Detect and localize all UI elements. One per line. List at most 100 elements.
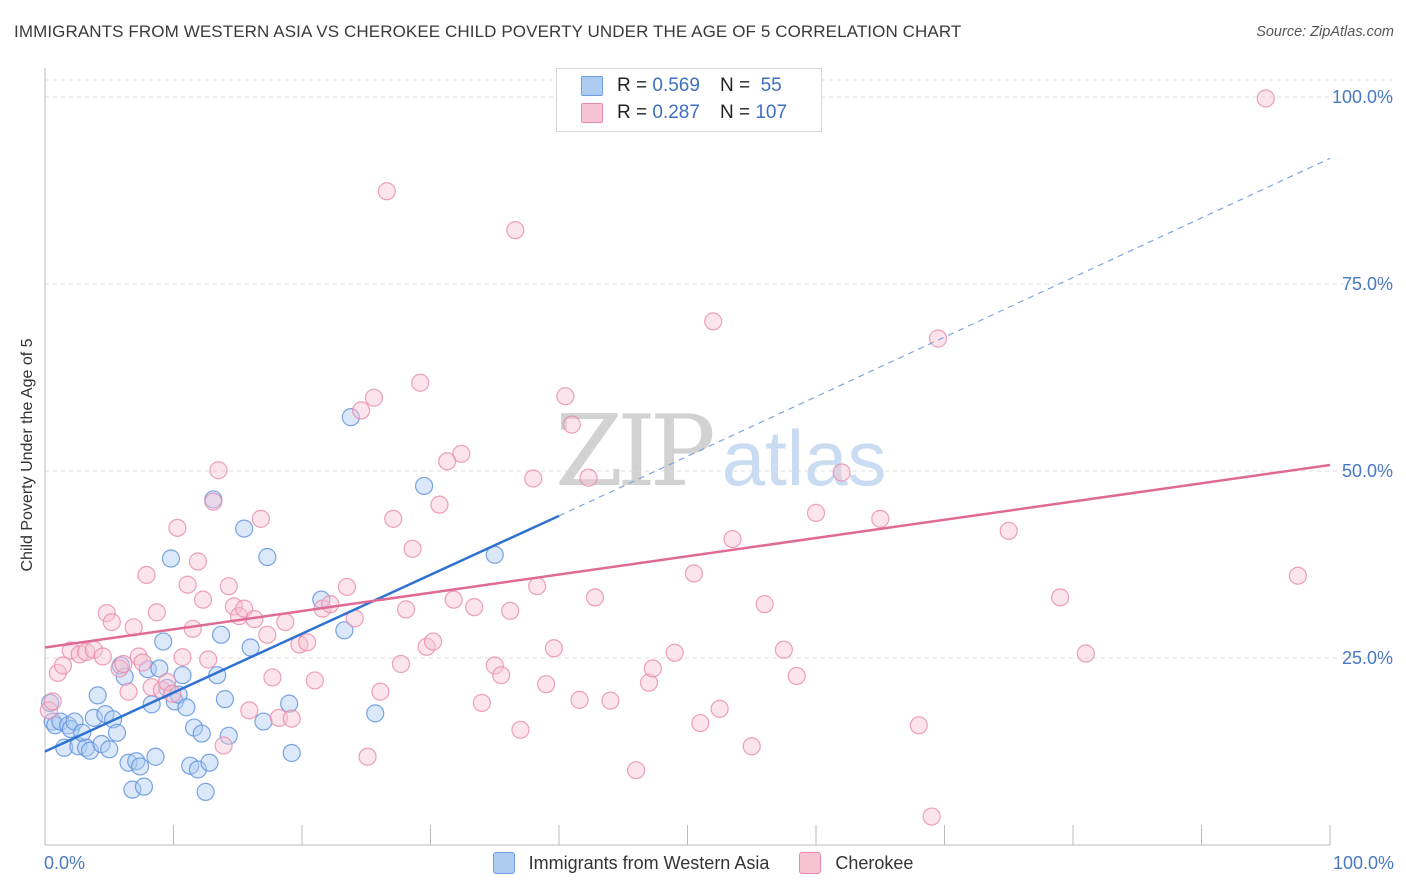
data-point xyxy=(193,590,213,609)
data-point xyxy=(240,701,259,720)
data-point xyxy=(485,656,504,675)
data-point xyxy=(84,708,103,727)
data-point xyxy=(528,577,547,596)
data-point xyxy=(524,469,543,488)
data-point xyxy=(219,577,238,596)
data-point xyxy=(235,519,254,538)
data-point xyxy=(411,373,430,392)
data-point xyxy=(704,312,723,331)
axes xyxy=(44,68,1331,846)
data-point xyxy=(511,720,530,739)
data-point xyxy=(922,807,941,826)
data-point xyxy=(403,539,422,558)
data-point xyxy=(196,782,215,801)
data-point xyxy=(119,753,138,772)
tick-labels: 25.0% 50.0% 75.0% 100.0% 0.0% 100.0% xyxy=(44,87,1394,873)
data-point xyxy=(146,747,165,766)
legend-swatch-western-asia xyxy=(581,76,603,96)
data-point xyxy=(107,723,127,742)
series-cherokee-points xyxy=(39,89,1307,826)
watermark: ZIP atlas xyxy=(555,395,887,509)
data-point xyxy=(282,743,301,763)
y-tick-label: 25.0% xyxy=(1342,648,1393,668)
legend-r-value: 0.569 xyxy=(652,75,700,96)
data-point xyxy=(219,726,238,745)
gridlines xyxy=(45,79,1392,659)
data-point xyxy=(742,737,761,756)
data-point xyxy=(88,686,107,705)
data-point xyxy=(258,547,277,567)
data-point xyxy=(53,656,73,675)
data-point xyxy=(337,577,357,597)
data-point xyxy=(1256,89,1275,108)
data-point xyxy=(366,704,385,723)
data-point xyxy=(147,603,166,622)
data-point xyxy=(168,518,187,537)
data-point xyxy=(335,621,354,640)
data-point xyxy=(177,698,196,717)
data-point xyxy=(69,737,88,756)
data-point xyxy=(556,387,575,406)
data-point xyxy=(465,598,484,617)
data-point xyxy=(501,601,520,620)
data-point xyxy=(774,640,793,659)
data-point xyxy=(137,565,156,585)
data-point xyxy=(119,682,138,701)
trend-line-cherokee xyxy=(44,463,1331,649)
data-point xyxy=(352,401,371,420)
data-point xyxy=(570,690,589,709)
data-point xyxy=(43,692,62,711)
data-point xyxy=(1288,566,1307,585)
data-point xyxy=(928,329,948,348)
data-point xyxy=(691,713,710,733)
trend-lines xyxy=(44,157,1331,753)
legend-swatch-cherokee xyxy=(581,103,603,123)
data-point xyxy=(251,509,270,528)
legend-swatch-cherokee xyxy=(799,852,822,874)
data-point xyxy=(97,604,116,623)
legend-n-value: 55 xyxy=(760,75,782,96)
data-point xyxy=(114,654,133,674)
data-point xyxy=(298,633,317,652)
data-point xyxy=(396,600,416,619)
data-point xyxy=(280,694,299,713)
y-tick-label: 50.0% xyxy=(1342,461,1393,481)
data-point xyxy=(384,509,403,528)
series-legend: Immigrants from Western Asia Cherokee xyxy=(0,852,1406,874)
data-point xyxy=(414,476,434,496)
data-point xyxy=(123,780,142,799)
data-point xyxy=(787,666,806,686)
data-point xyxy=(178,575,197,594)
legend-row-western-asia: R = 0.569 N = 55 xyxy=(581,73,782,99)
data-point xyxy=(364,388,384,407)
legend-row-cherokee: R = 0.287 N = 107 xyxy=(581,100,787,126)
data-point xyxy=(723,529,742,549)
data-point xyxy=(601,691,620,710)
data-point xyxy=(39,701,58,720)
data-point xyxy=(391,654,411,674)
data-point xyxy=(710,699,729,718)
data-point xyxy=(134,777,154,796)
data-point xyxy=(341,408,360,427)
data-point xyxy=(579,468,598,487)
data-point xyxy=(377,182,396,201)
trend-line-western-asia xyxy=(44,514,560,753)
data-point xyxy=(665,643,684,662)
data-point xyxy=(806,503,826,522)
data-point xyxy=(643,659,662,678)
data-point xyxy=(585,588,605,607)
data-point xyxy=(492,666,511,685)
data-point xyxy=(832,463,851,482)
data-point xyxy=(444,590,463,609)
data-point xyxy=(562,415,581,434)
data-point xyxy=(154,632,173,651)
correlation-legend: R = 0.569 N = 55 R = 0.287 N = 107 xyxy=(556,68,822,132)
data-point xyxy=(909,716,928,735)
data-point xyxy=(173,648,192,667)
data-point xyxy=(93,647,112,666)
data-point xyxy=(276,612,295,632)
data-point xyxy=(254,712,273,731)
data-point xyxy=(150,659,169,678)
legend-n-value: 107 xyxy=(755,102,788,123)
